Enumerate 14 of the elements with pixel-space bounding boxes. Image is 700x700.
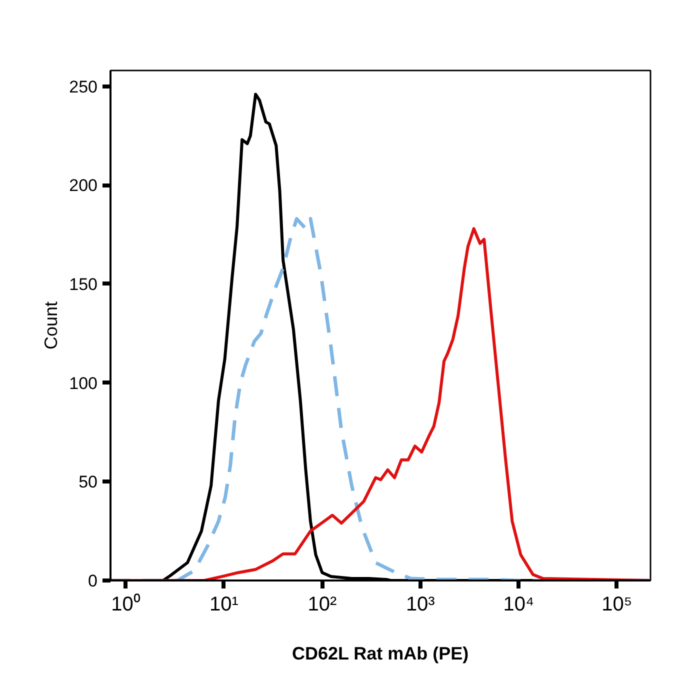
x-axis-title: CD62L Rat mAb (PE) xyxy=(292,644,469,664)
x-tick-label: 10⁰ xyxy=(111,592,140,616)
y-tick-label: 250 xyxy=(69,77,98,96)
x-tick-label: 10³ xyxy=(406,594,436,616)
x-tick-label: 10² xyxy=(308,594,337,616)
x-tick-label: 10¹ xyxy=(209,594,239,616)
y-tick-label: 200 xyxy=(69,176,98,196)
y-tick-label: 150 xyxy=(69,274,98,294)
x-tick-label: 10⁴ xyxy=(503,594,534,616)
y-tick-label: 50 xyxy=(78,472,98,492)
x-tick-label: 10⁵ xyxy=(602,594,632,616)
y-axis-title: Count xyxy=(41,301,62,350)
y-tick-label: 100 xyxy=(69,374,98,393)
y-tick-label: 0 xyxy=(88,572,98,590)
